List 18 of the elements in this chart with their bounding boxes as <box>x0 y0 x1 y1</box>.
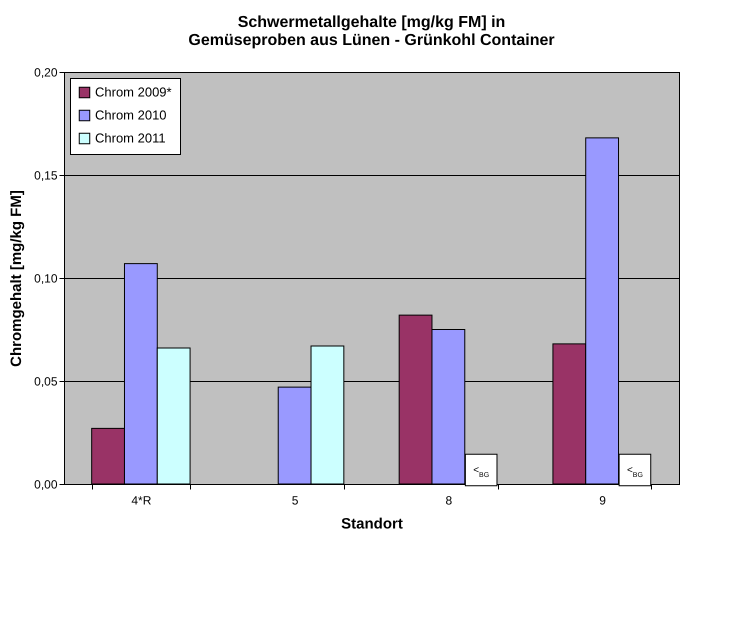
y-tick-label: 0,00 <box>34 478 58 492</box>
legend-label: Chrom 2010 <box>95 108 167 122</box>
legend-label: Chrom 2009* <box>95 84 172 100</box>
y-axis-title: Chromgehalt [mg/kg FM] <box>8 190 26 367</box>
x-tick-label: 4*R <box>131 494 152 508</box>
text: Schwermetallgehalte [mg/kg FM] in <box>238 14 506 31</box>
x-axis-title: Standort <box>341 516 403 532</box>
legend-label: Chrom 2011 <box>95 130 166 146</box>
x-tick-label: 8 <box>446 494 453 508</box>
y-tick-label: 0,15 <box>34 168 58 182</box>
y-tick-label: 0,10 <box>34 272 58 286</box>
y-tick-label: 0,05 <box>34 374 58 388</box>
text: Gemüseproben aus Lünen - Grünkohl Container <box>188 32 555 49</box>
annotation: <$_{BG}$ <box>626 465 643 478</box>
y-tick-label: 0,20 <box>34 66 58 80</box>
annotation: <$_{BG}$ <box>473 465 490 478</box>
x-tick-label: 9 <box>599 494 606 508</box>
x-tick-label: 5 <box>292 494 299 508</box>
